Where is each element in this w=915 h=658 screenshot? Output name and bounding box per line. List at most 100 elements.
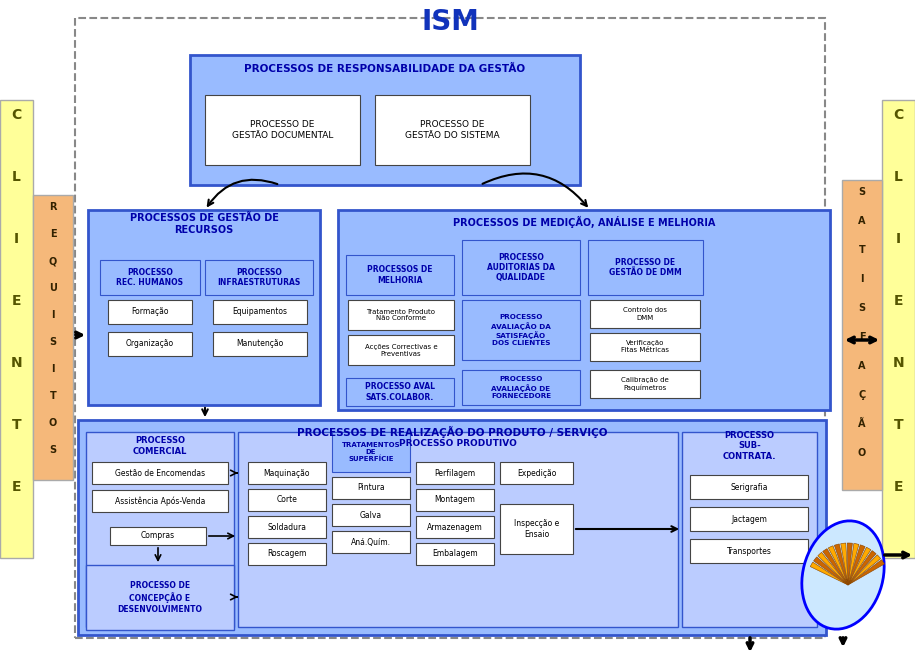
Wedge shape <box>818 552 848 585</box>
Bar <box>86 565 234 630</box>
Text: Gestão de Encomendas: Gestão de Encomendas <box>115 468 205 478</box>
Bar <box>416 489 494 511</box>
Bar <box>205 95 360 165</box>
Bar <box>110 527 206 545</box>
Text: E: E <box>49 229 57 239</box>
Bar <box>416 462 494 484</box>
Wedge shape <box>834 544 848 585</box>
Text: Pintura: Pintura <box>357 484 385 492</box>
Text: T: T <box>858 245 866 255</box>
Bar <box>100 260 200 295</box>
Text: Montagem: Montagem <box>435 495 476 505</box>
Text: Maquinação: Maquinação <box>264 468 310 478</box>
Text: PROCESSO
SUB-
CONTRATA.: PROCESSO SUB- CONTRATA. <box>723 431 776 461</box>
Text: PROCESSOS DE RESPONSABILIDADE DA GESTÃO: PROCESSOS DE RESPONSABILIDADE DA GESTÃO <box>244 64 525 74</box>
Text: PROCESSO DE
GESTÃO DOCUMENTAL: PROCESSO DE GESTÃO DOCUMENTAL <box>231 120 333 139</box>
Bar <box>346 255 454 295</box>
Text: Q: Q <box>48 256 57 266</box>
Text: PROCESSOS DE REALIZAÇÃO DO PRODUTO / SERVIÇO: PROCESSOS DE REALIZAÇÃO DO PRODUTO / SER… <box>296 426 608 438</box>
Text: Controlo dos
DMM: Controlo dos DMM <box>623 307 667 320</box>
Text: PROCESSOS DE GESTÃO DE
RECURSOS: PROCESSOS DE GESTÃO DE RECURSOS <box>130 213 278 235</box>
Text: N: N <box>11 356 22 370</box>
Bar <box>590 333 700 361</box>
Text: Serigrafia: Serigrafia <box>730 482 768 492</box>
Bar <box>190 55 580 185</box>
Bar <box>590 370 700 398</box>
Bar <box>346 378 454 406</box>
Bar <box>108 332 192 356</box>
Bar <box>690 507 808 531</box>
Bar <box>462 240 580 295</box>
Bar <box>248 543 326 565</box>
Bar <box>332 432 410 472</box>
Bar <box>842 180 882 490</box>
Bar <box>248 462 326 484</box>
Text: Expedição: Expedição <box>517 468 556 478</box>
Text: I: I <box>51 310 55 320</box>
Bar <box>88 210 320 405</box>
Text: A: A <box>858 361 866 371</box>
Bar <box>416 516 494 538</box>
Wedge shape <box>848 555 880 585</box>
Text: Corte: Corte <box>276 495 297 505</box>
Text: S: S <box>858 187 866 197</box>
Text: PROCESSOS DE
MELHORIA: PROCESSOS DE MELHORIA <box>367 265 433 285</box>
Text: S: S <box>858 303 866 313</box>
Text: PROCESSO
AUDITORIAS DA
QUALIDADE: PROCESSO AUDITORIAS DA QUALIDADE <box>487 253 554 282</box>
Text: L: L <box>12 170 21 184</box>
Text: PROCESSO
INFRAESTRUTURAS: PROCESSO INFRAESTRUTURAS <box>218 268 301 287</box>
Bar <box>882 100 915 558</box>
Text: Formação: Formação <box>131 307 168 316</box>
Text: ISM: ISM <box>421 8 479 36</box>
Bar <box>332 504 410 526</box>
Wedge shape <box>823 549 848 585</box>
Bar <box>332 531 410 553</box>
Text: Verificação
Fitas Métricas: Verificação Fitas Métricas <box>621 340 669 353</box>
Bar <box>590 300 700 328</box>
Text: C: C <box>893 108 904 122</box>
Bar <box>332 477 410 499</box>
Wedge shape <box>841 543 848 585</box>
Text: Tratamento Produto
Não Conforme: Tratamento Produto Não Conforme <box>367 309 436 322</box>
Wedge shape <box>848 551 876 585</box>
Text: Compras: Compras <box>141 532 175 540</box>
Bar <box>205 260 313 295</box>
Bar <box>500 504 573 554</box>
Wedge shape <box>848 544 859 585</box>
Bar <box>0 100 33 558</box>
Text: Embalagem: Embalagem <box>432 549 478 559</box>
Text: E: E <box>12 294 21 308</box>
Text: Assistência Após-Venda: Assistência Após-Venda <box>114 496 205 506</box>
Wedge shape <box>848 560 885 585</box>
Text: Aná.Quím.: Aná.Quím. <box>351 538 391 547</box>
Bar <box>500 462 573 484</box>
Text: PROCESSO
COMERCIAL: PROCESSO COMERCIAL <box>133 436 188 456</box>
Text: Ã: Ã <box>858 419 866 429</box>
Text: I: I <box>860 274 864 284</box>
Bar <box>78 420 826 635</box>
Text: O: O <box>858 448 867 458</box>
Text: E: E <box>894 294 903 308</box>
Text: Inspecção e
Ensaio: Inspecção e Ensaio <box>514 519 559 539</box>
Text: PROCESSO DE
GESTÃO DE DMM: PROCESSO DE GESTÃO DE DMM <box>609 258 682 277</box>
Text: PROCESSO PRODUTIVO: PROCESSO PRODUTIVO <box>399 440 517 449</box>
Text: Jactagem: Jactagem <box>731 515 767 524</box>
Wedge shape <box>813 557 848 585</box>
Text: R: R <box>49 202 57 212</box>
Bar <box>690 539 808 563</box>
Text: Roscagem: Roscagem <box>267 549 307 559</box>
Text: I: I <box>896 232 901 246</box>
Text: S: S <box>49 337 57 347</box>
Text: I: I <box>51 364 55 374</box>
Text: C: C <box>11 108 22 122</box>
Bar <box>348 335 454 365</box>
Bar <box>108 300 192 324</box>
Text: O: O <box>48 418 57 428</box>
Bar <box>462 370 580 405</box>
Text: Organização: Organização <box>126 340 174 349</box>
Bar <box>416 543 494 565</box>
Wedge shape <box>811 562 848 585</box>
Text: Equipamentos: Equipamentos <box>232 307 287 316</box>
Text: E: E <box>12 480 21 494</box>
Text: T: T <box>12 418 21 432</box>
